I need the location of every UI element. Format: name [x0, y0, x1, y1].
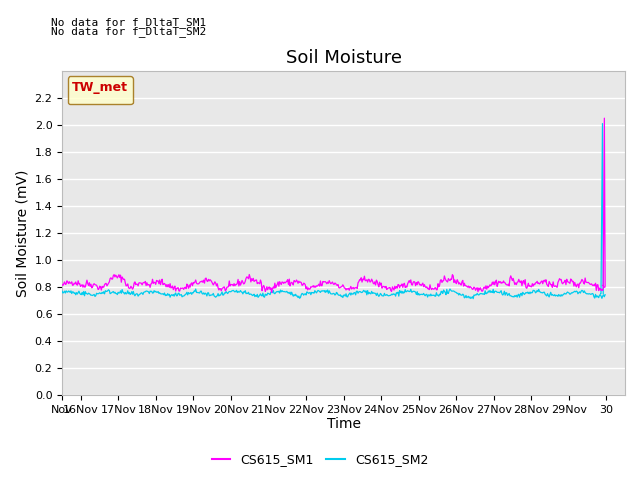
Y-axis label: Soil Moisture (mV): Soil Moisture (mV)	[15, 169, 29, 297]
Legend: CS615_SM1, CS615_SM2: CS615_SM1, CS615_SM2	[207, 448, 433, 471]
Title: Soil Moisture: Soil Moisture	[285, 48, 401, 67]
Legend: 	[68, 76, 132, 104]
Text: No data for f_DltaT_SM1: No data for f_DltaT_SM1	[51, 17, 207, 28]
Text: No data for f_DltaT_SM2: No data for f_DltaT_SM2	[51, 26, 207, 37]
X-axis label: Time: Time	[326, 418, 360, 432]
